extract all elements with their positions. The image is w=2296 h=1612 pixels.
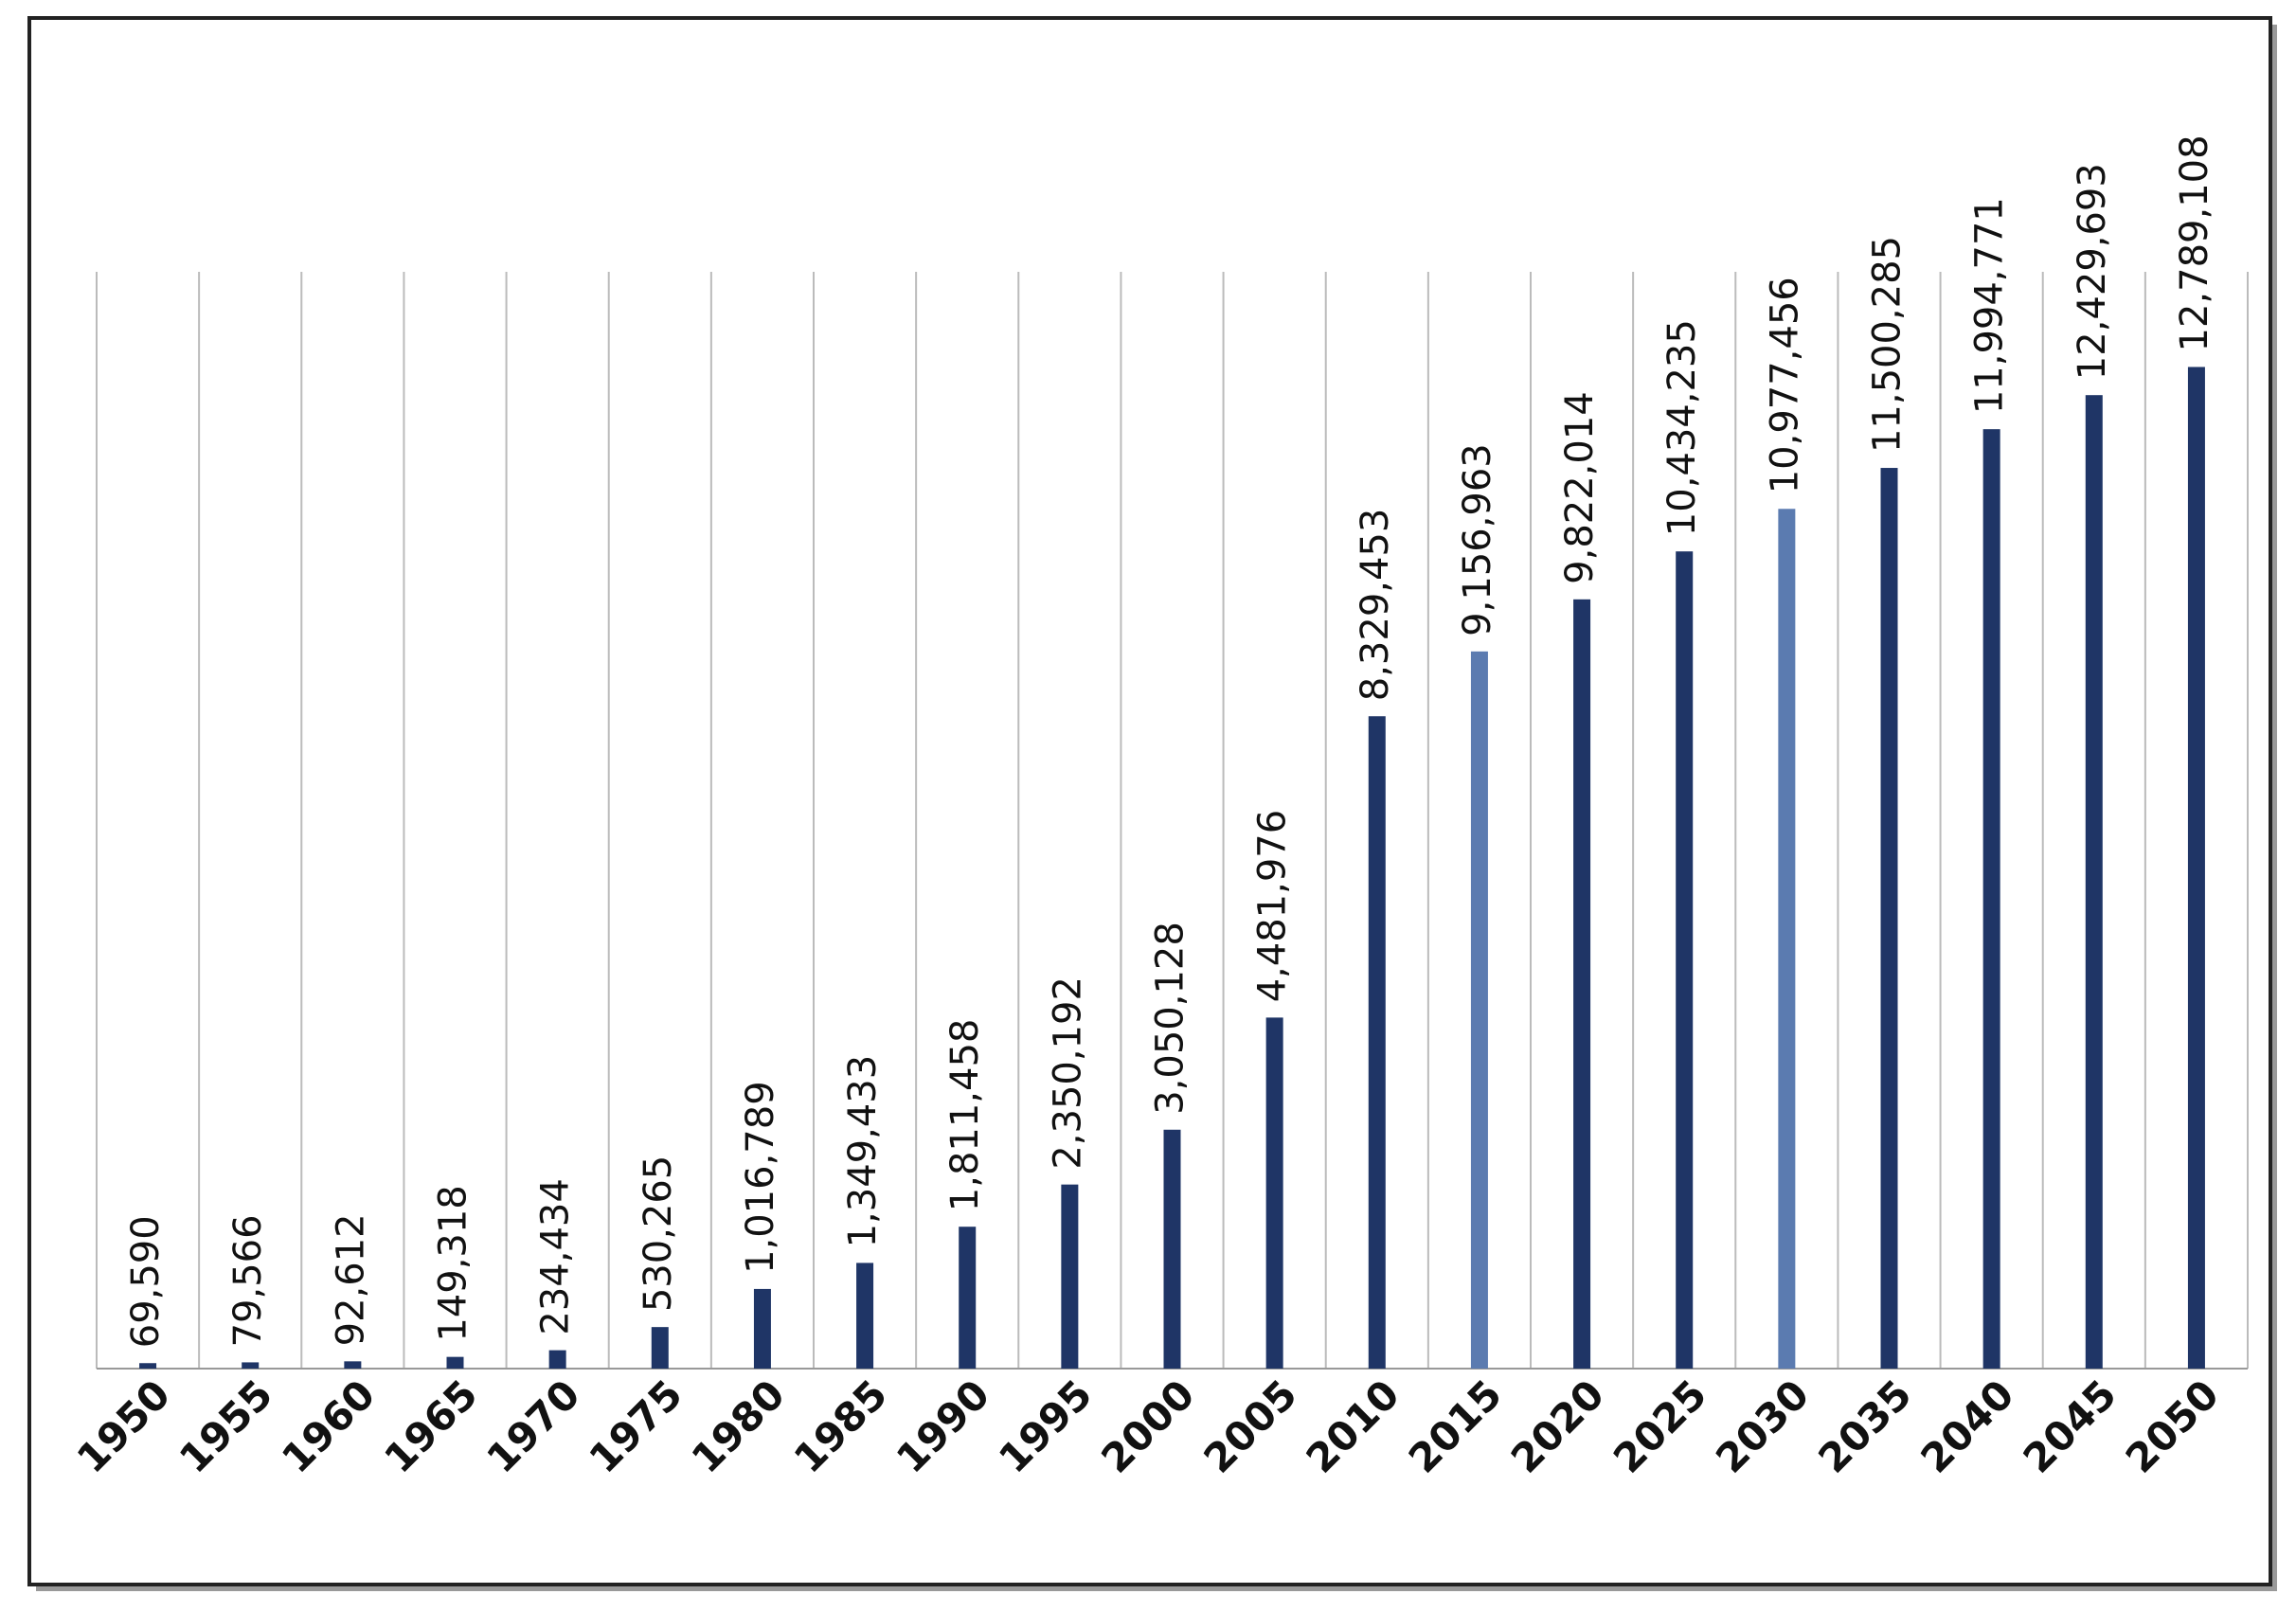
bar	[242, 1362, 260, 1369]
value-label: 79,566	[226, 1214, 270, 1347]
bar	[651, 1327, 669, 1369]
value-label: 2,350,192	[1046, 976, 1089, 1170]
bar	[1880, 468, 1898, 1369]
bar	[753, 1288, 771, 1369]
value-label: 530,265	[637, 1155, 680, 1312]
bar	[139, 1363, 157, 1369]
bar	[1368, 716, 1386, 1369]
value-label: 12,429,693	[2071, 163, 2114, 380]
value-label: 69,590	[124, 1215, 168, 1348]
bar	[1573, 599, 1591, 1369]
bar	[2085, 395, 2103, 1370]
value-label: 9,822,014	[1558, 391, 1602, 584]
value-label: 234,434	[534, 1178, 578, 1334]
bar	[1778, 509, 1796, 1369]
bar	[1265, 1017, 1283, 1369]
value-label: 92,612	[329, 1213, 372, 1346]
value-label: 3,050,128	[1149, 922, 1193, 1115]
bar	[1982, 429, 2000, 1369]
bar	[1163, 1129, 1181, 1369]
value-label: 8,329,453	[1354, 509, 1397, 702]
bar	[959, 1227, 977, 1369]
value-label: 1,016,789	[739, 1081, 782, 1274]
value-label: 10,434,235	[1660, 319, 1704, 536]
bar	[1470, 651, 1488, 1369]
frame	[27, 16, 2272, 1586]
value-label: 1,349,433	[841, 1055, 885, 1248]
value-label: 12,789,108	[2173, 134, 2216, 351]
bar	[1676, 551, 1694, 1369]
value-label: 11,500,285	[1866, 236, 1910, 453]
bar	[446, 1356, 464, 1369]
value-label: 11,994,771	[1968, 197, 2012, 414]
value-label: 1,811,458	[943, 1019, 987, 1212]
bar	[2187, 367, 2205, 1369]
bar	[856, 1263, 874, 1369]
bar	[1061, 1184, 1079, 1369]
bar	[344, 1361, 362, 1369]
bar	[548, 1350, 566, 1369]
value-label: 149,318	[432, 1185, 475, 1341]
value-label: 10,977,456	[1763, 277, 1806, 493]
value-label: 9,156,963	[1456, 443, 1499, 636]
value-label: 4,481,976	[1251, 810, 1295, 1003]
